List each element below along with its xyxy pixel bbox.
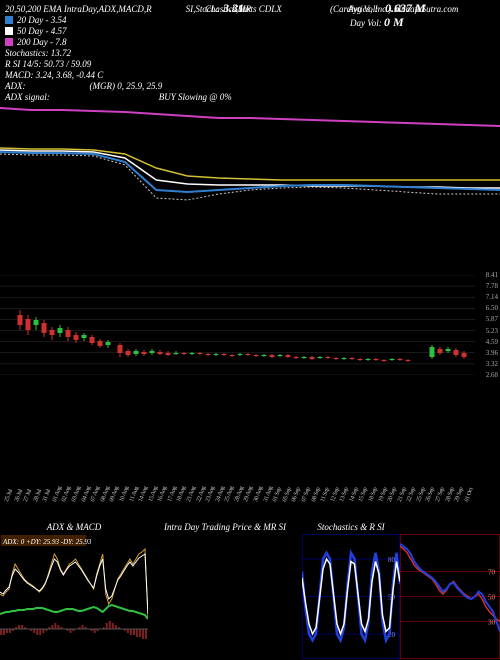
stoch-text: Stochastics: 13.72 [5,48,71,58]
legend-text: 20 Day - 3.54 [17,15,67,25]
main-ema-chart [0,90,500,270]
title-left: 20,50,200 EMA IntraDay,ADX,MACD,R [5,4,152,14]
dayvol-label: Day Vol: [350,18,382,28]
svg-text:ADX: 0 +DY: 25.93 -DY: 25.93: ADX: 0 +DY: 25.93 -DY: 25.93 [2,538,92,546]
adx-title: ADX & MACD [0,520,148,534]
date-axis: 25 Jul26 Jul27 Jul28 Jul31 Jul01 Aug02 A… [8,478,498,503]
stochastics-panel: Stochastics & R SI 805020 [302,520,400,660]
macd-text: MACD: 3.24, 3.68, -0.44 C [5,70,103,80]
svg-text:30: 30 [488,619,496,627]
legend-text: 200 Day - 7.8 [17,37,67,47]
adx-macd-panel: ADX & MACD ADX: 0 +DY: 25.93 -DY: 25.93 [0,520,148,660]
rsi-panel: 70 50 30 [400,520,500,660]
svg-text:70: 70 [488,569,496,577]
bottom-panels: ADX & MACD ADX: 0 +DY: 25.93 -DY: 25.93 … [0,520,500,660]
adx-label: ADX: [5,81,26,91]
avg-value: 0.637 M [385,1,426,16]
legend-text: 50 Day - 4.57 [17,26,67,36]
legend-swatch [5,16,13,24]
svg-text:50: 50 [488,594,496,602]
stoch-title: Stochastics & R SI [302,520,400,534]
intraday-panel: Intra Day Trading Price & MR SI [148,520,302,660]
cl-label: CL: [205,4,219,14]
intra-title: Intra Day Trading Price & MR SI [148,520,302,534]
avg-label: Avg Vol: [348,4,378,14]
title-mid2: Charts CDLX [232,4,282,14]
legend-swatch [5,38,13,46]
adx-value: (MGR) 0, 25.9, 25.9 [90,81,163,91]
legend-swatch [5,27,13,35]
rsi-text: R SI 14/5: 50.73 / 59.09 [5,59,91,69]
candlestick-chart [0,275,490,375]
dayvol-value: 0 M [384,15,404,29]
